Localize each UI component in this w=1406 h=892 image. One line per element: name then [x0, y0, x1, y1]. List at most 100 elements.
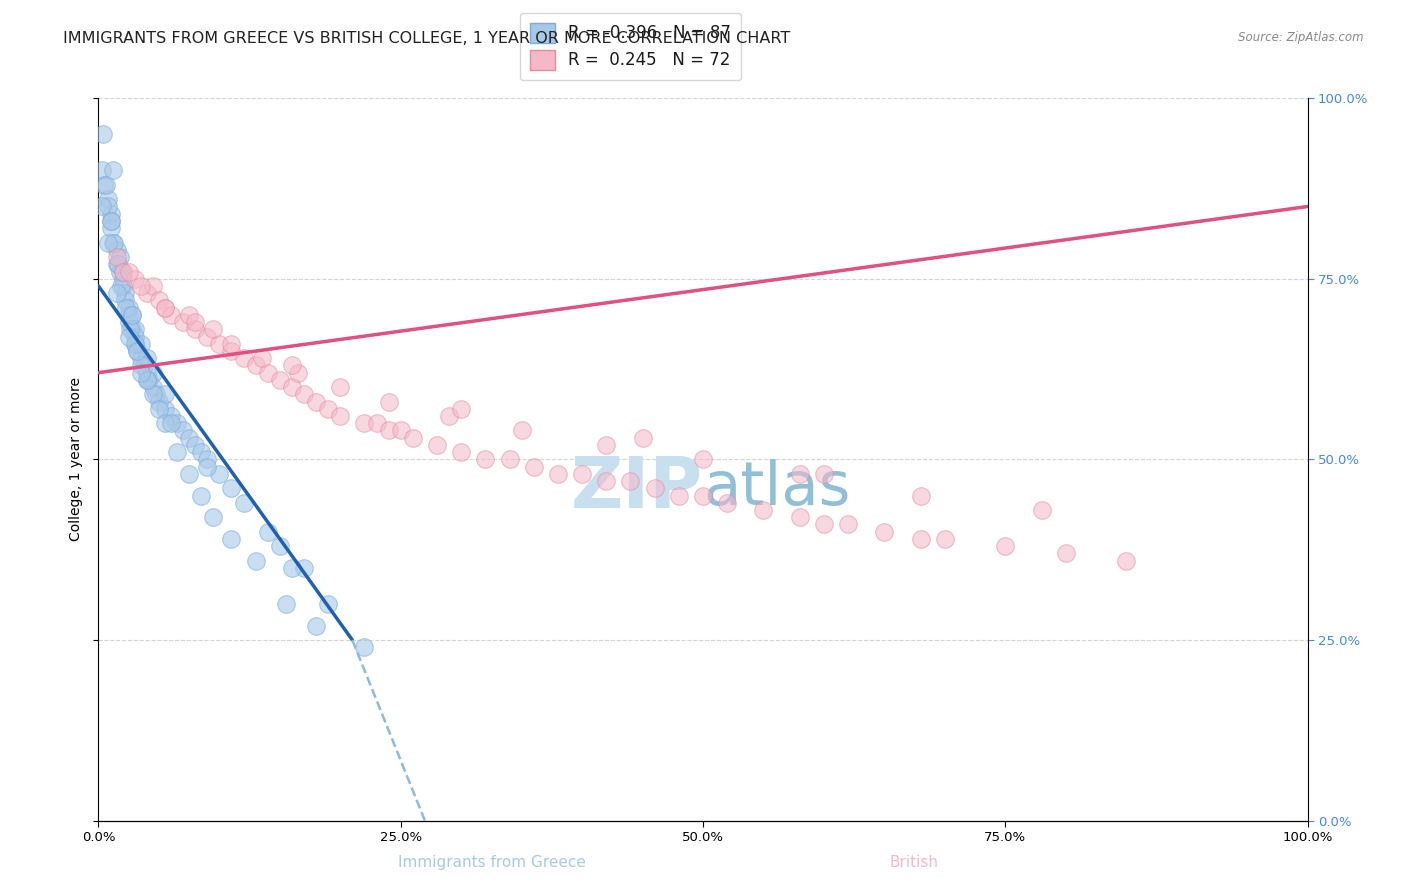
Point	[108, 264, 131, 278]
Point	[115, 301, 138, 315]
Point	[105, 250, 128, 264]
Point	[172, 424, 194, 438]
Point	[100, 214, 122, 228]
Point	[195, 459, 218, 474]
Point	[118, 301, 141, 315]
Point	[305, 394, 328, 409]
Point	[142, 380, 165, 394]
Point	[752, 503, 775, 517]
Point	[389, 424, 412, 438]
Y-axis label: College, 1 year or more: College, 1 year or more	[69, 377, 83, 541]
Point	[1031, 503, 1053, 517]
Point	[91, 199, 114, 213]
Point	[148, 293, 170, 308]
Point	[134, 359, 156, 373]
Point	[103, 235, 125, 250]
Point	[100, 207, 122, 221]
Point	[142, 366, 165, 380]
Point	[142, 279, 165, 293]
Point	[100, 214, 122, 228]
Point	[208, 467, 231, 481]
Point	[153, 387, 176, 401]
Point	[221, 344, 243, 359]
Point	[329, 380, 352, 394]
Point	[129, 336, 152, 351]
Point	[316, 401, 339, 416]
Point	[110, 279, 132, 293]
Point	[172, 315, 194, 329]
Point	[256, 366, 278, 380]
Point	[114, 293, 136, 308]
Point	[873, 524, 896, 539]
Point	[195, 452, 218, 467]
Point	[94, 178, 117, 192]
Point	[105, 257, 128, 271]
Point	[910, 489, 932, 503]
Point	[668, 489, 690, 503]
Point	[1054, 546, 1077, 560]
Point	[153, 401, 176, 416]
Point	[121, 322, 143, 336]
Point	[138, 373, 160, 387]
Point	[221, 532, 243, 546]
Point	[498, 452, 520, 467]
Point	[692, 489, 714, 503]
Point	[114, 286, 136, 301]
Point	[111, 279, 134, 293]
Point	[450, 401, 472, 416]
Point	[353, 416, 375, 431]
Point	[121, 308, 143, 322]
Point	[93, 178, 115, 192]
Point	[124, 336, 146, 351]
Point	[111, 264, 134, 278]
Point	[166, 445, 188, 459]
Point	[813, 517, 835, 532]
Point	[97, 235, 120, 250]
Point	[127, 344, 149, 359]
Point	[474, 452, 496, 467]
Point	[118, 315, 141, 329]
Point	[202, 510, 225, 524]
Point	[153, 416, 176, 431]
Point	[148, 394, 170, 409]
Text: Immigrants from Greece: Immigrants from Greece	[398, 855, 586, 870]
Point	[184, 322, 207, 336]
Point	[510, 424, 533, 438]
Point	[124, 322, 146, 336]
Point	[190, 489, 212, 503]
Point	[305, 618, 328, 632]
Point	[107, 257, 129, 271]
Point	[91, 163, 114, 178]
Point	[316, 597, 339, 611]
Point	[437, 409, 460, 423]
Point	[402, 431, 425, 445]
Point	[329, 409, 352, 423]
Text: atlas: atlas	[703, 458, 851, 517]
Point	[97, 192, 120, 206]
Point	[195, 329, 218, 343]
Point	[142, 387, 165, 401]
Point	[118, 308, 141, 322]
Point	[377, 394, 399, 409]
Point	[232, 496, 254, 510]
Point	[426, 438, 449, 452]
Point	[366, 416, 388, 431]
Point	[287, 366, 309, 380]
Point	[934, 532, 956, 546]
Point	[129, 366, 152, 380]
Point	[547, 467, 569, 481]
Point	[118, 322, 141, 336]
Point	[129, 351, 152, 366]
Point	[184, 315, 207, 329]
Point	[145, 387, 167, 401]
Point	[644, 481, 666, 495]
Point	[221, 336, 243, 351]
Point	[232, 351, 254, 366]
Legend: R = -0.396   N = 87, R =  0.245   N = 72: R = -0.396 N = 87, R = 0.245 N = 72	[520, 12, 741, 80]
Text: Source: ZipAtlas.com: Source: ZipAtlas.com	[1239, 31, 1364, 45]
Point	[135, 286, 157, 301]
Point	[1115, 553, 1137, 567]
Point	[148, 401, 170, 416]
Point	[994, 539, 1017, 553]
Point	[281, 359, 304, 373]
